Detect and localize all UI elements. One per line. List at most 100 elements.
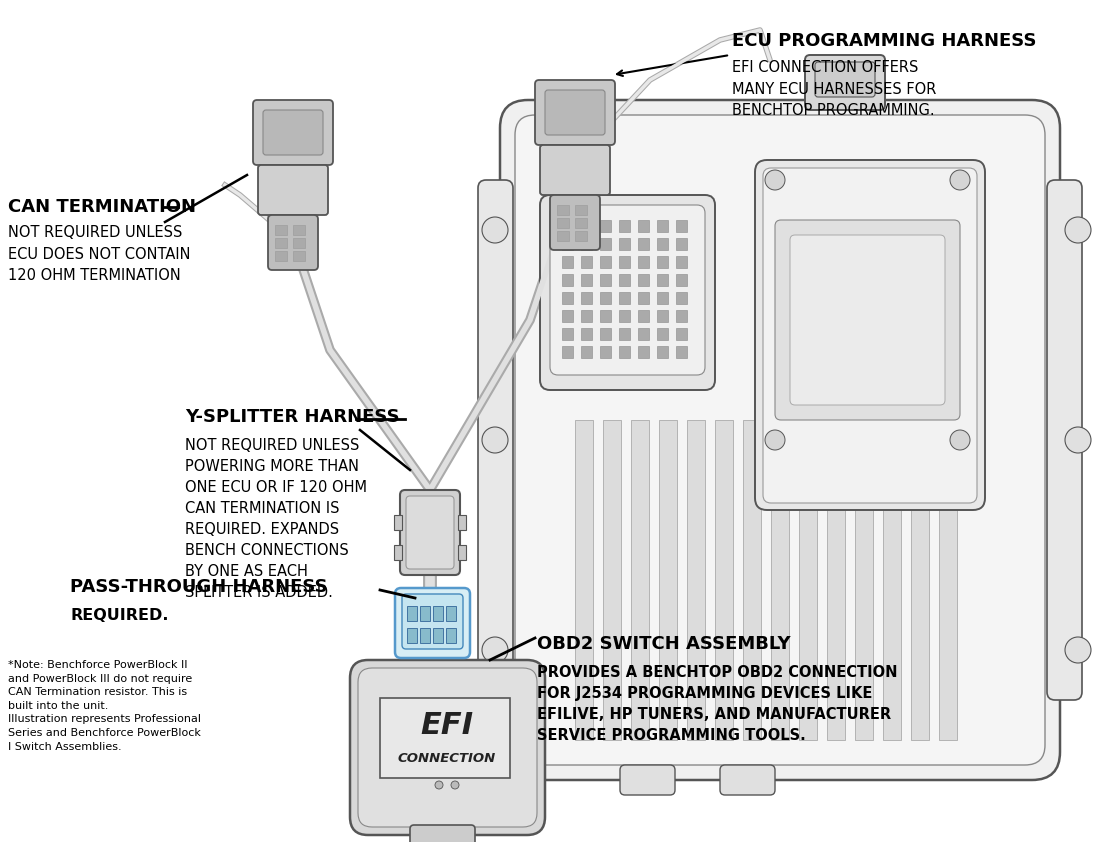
FancyBboxPatch shape [1047,180,1082,700]
Bar [657,292,668,304]
FancyBboxPatch shape [253,100,333,165]
FancyBboxPatch shape [539,195,715,390]
FancyBboxPatch shape [500,100,1060,780]
Bar [581,238,592,250]
Bar [619,292,630,304]
Bar [638,328,649,340]
Bar [581,346,592,358]
Bar [855,420,872,740]
Bar [687,420,705,740]
Bar [575,218,587,228]
FancyBboxPatch shape [350,660,545,835]
FancyBboxPatch shape [263,110,323,155]
Bar [407,606,417,621]
Bar [601,238,610,250]
Bar [562,256,573,268]
Text: *Note: Benchforce PowerBlock II
and PowerBlock III do not require
CAN Terminatio: *Note: Benchforce PowerBlock II and Powe… [8,660,201,752]
Bar [638,310,649,322]
Circle shape [950,430,970,450]
Bar [771,420,789,740]
Bar [575,205,587,215]
Text: CONNECTION: CONNECTION [397,752,496,765]
Bar [581,292,592,304]
Text: ECU PROGRAMMING HARNESS: ECU PROGRAMMING HARNESS [731,32,1037,50]
Bar [601,292,610,304]
Bar [638,292,649,304]
Bar [676,328,687,340]
Bar [603,420,620,740]
Circle shape [1064,427,1091,453]
Bar [446,606,456,621]
Bar [581,274,592,286]
Bar [581,310,592,322]
Bar [676,292,687,304]
Bar [601,220,610,232]
Circle shape [1064,637,1091,663]
Bar [601,328,610,340]
Bar [562,346,573,358]
Bar [575,231,587,241]
Bar [562,328,573,340]
Text: NOT REQUIRED UNLESS
ECU DOES NOT CONTAIN
120 OHM TERMINATION: NOT REQUIRED UNLESS ECU DOES NOT CONTAIN… [8,225,191,283]
Circle shape [950,170,970,190]
Bar [557,231,569,241]
Bar [619,220,630,232]
Bar [407,628,417,643]
Text: OBD2 SWITCH ASSEMBLY: OBD2 SWITCH ASSEMBLY [537,635,790,653]
Bar [638,346,649,358]
Text: CAN TERMINATION: CAN TERMINATION [8,198,196,216]
Circle shape [1064,217,1091,243]
FancyBboxPatch shape [549,195,601,250]
Bar [458,515,466,530]
Bar [420,606,430,621]
Circle shape [482,637,508,663]
Text: Y-SPLITTER HARNESS: Y-SPLITTER HARNESS [185,408,400,426]
FancyBboxPatch shape [268,215,317,270]
Circle shape [765,170,785,190]
Bar [911,420,929,740]
FancyBboxPatch shape [395,588,470,658]
FancyBboxPatch shape [406,496,454,569]
Bar [638,256,649,268]
Bar [601,310,610,322]
Circle shape [482,427,508,453]
FancyBboxPatch shape [790,235,945,405]
Bar [676,310,687,322]
Bar [619,328,630,340]
Bar [630,420,649,740]
Bar [557,205,569,215]
Bar [657,220,668,232]
Bar [676,256,687,268]
Bar [575,420,593,740]
FancyBboxPatch shape [620,765,675,795]
Bar [601,274,610,286]
Bar [562,220,573,232]
Text: PASS-THROUGH HARNESS: PASS-THROUGH HARNESS [70,578,327,596]
Bar [659,420,677,740]
Bar [619,274,630,286]
Circle shape [435,781,443,789]
FancyBboxPatch shape [720,765,775,795]
Bar [601,346,610,358]
Bar [601,256,610,268]
Circle shape [482,217,508,243]
Bar [939,420,957,740]
Bar [657,310,668,322]
Bar [657,256,668,268]
Text: NOT REQUIRED UNLESS
POWERING MORE THAN
ONE ECU OR IF 120 OHM
CAN TERMINATION IS
: NOT REQUIRED UNLESS POWERING MORE THAN O… [185,438,367,600]
Bar [562,238,573,250]
Bar [638,274,649,286]
Bar [619,346,630,358]
Circle shape [765,430,785,450]
Text: PROVIDES A BENCHTOP OBD2 CONNECTION
FOR J2534 PROGRAMMING DEVICES LIKE
EFILIVE, : PROVIDES A BENCHTOP OBD2 CONNECTION FOR … [537,665,898,743]
FancyBboxPatch shape [515,115,1045,765]
FancyBboxPatch shape [549,205,705,375]
FancyBboxPatch shape [815,62,875,97]
Bar [882,420,901,740]
FancyBboxPatch shape [535,80,615,145]
FancyBboxPatch shape [763,168,977,503]
Bar [394,515,402,530]
Text: EFI CONNECTION OFFERS
MANY ECU HARNESSES FOR
BENCHTOP PROGRAMMING.: EFI CONNECTION OFFERS MANY ECU HARNESSES… [731,60,937,118]
Bar [657,328,668,340]
Bar [562,310,573,322]
